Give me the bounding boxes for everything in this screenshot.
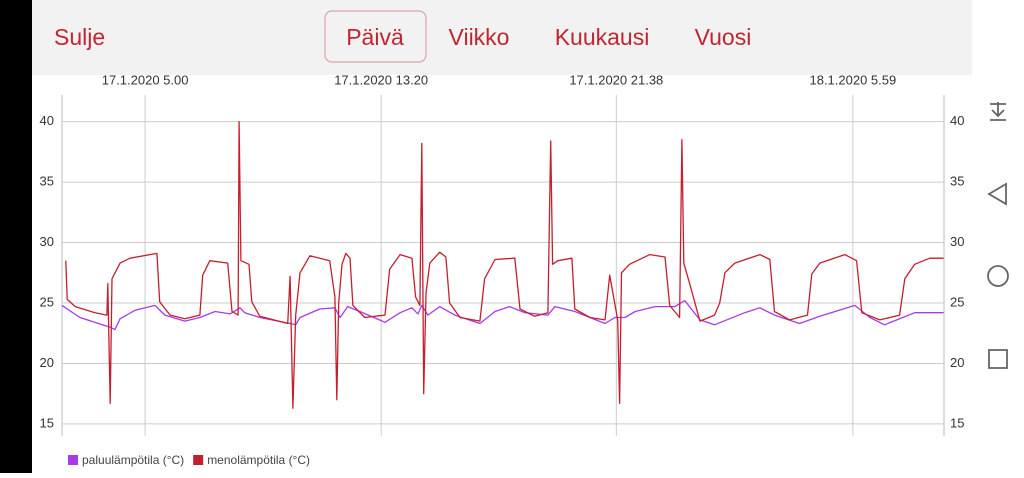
- selected-tab-frame: [324, 10, 427, 63]
- x-tick-label: 18.1.2020 5.59: [809, 72, 896, 87]
- home-icon[interactable]: [987, 265, 1009, 287]
- x-tick-label: 17.1.2020 5.00: [102, 72, 189, 87]
- y-tick-label: 15: [950, 415, 964, 430]
- nav-bar: [987, 102, 1009, 369]
- y-tick-label: 15: [40, 415, 54, 430]
- y-tick-label: 30: [40, 234, 54, 249]
- tab[interactable]: Vuosi: [695, 24, 752, 50]
- y-tick-label: 35: [40, 174, 54, 189]
- y-tick-label: 40: [40, 113, 54, 128]
- chart: 15 15 20 20 25 25 30 30 35 35 40 40 17.1.2020 5.00 17…: [40, 72, 965, 467]
- y-tick-label: 35: [950, 174, 964, 189]
- y-tick-label: 20: [950, 355, 964, 370]
- x-tick-label: 17.1.2020 21.38: [569, 72, 663, 87]
- tab[interactable]: Kuukausi: [555, 24, 650, 50]
- series-line: [65, 120, 944, 409]
- close-button[interactable]: Sulje: [54, 24, 105, 50]
- x-tick-label: 17.1.2020 13.20: [334, 72, 428, 87]
- y-tick-label: 30: [950, 234, 964, 249]
- legend-swatch: [68, 455, 78, 465]
- legend-label: menolämpötila (°C): [207, 453, 310, 467]
- series-line: [61, 299, 944, 331]
- y-tick-label: 25: [40, 294, 54, 309]
- left-edge: [0, 0, 32, 473]
- y-tick-label: 25: [950, 294, 964, 309]
- legend-swatch: [193, 455, 204, 465]
- tab[interactable]: Päivä: [346, 24, 404, 50]
- app-bar: [32, 0, 972, 75]
- tab[interactable]: Viikko: [449, 24, 510, 50]
- recents-icon[interactable]: [988, 349, 1008, 369]
- back-icon[interactable]: [987, 182, 1007, 206]
- legend-label: paluulämpötila (°C): [82, 453, 184, 467]
- menu-icon[interactable]: [990, 102, 1006, 121]
- y-tick-label: 20: [40, 355, 54, 370]
- y-tick-label: 40: [950, 113, 964, 128]
